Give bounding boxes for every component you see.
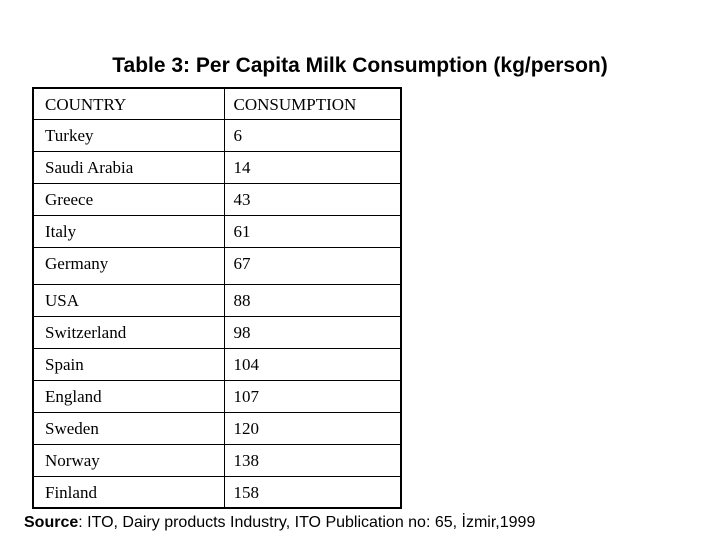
country-cell: Turkey	[32, 118, 225, 152]
consumption-cell: 120	[223, 411, 402, 445]
consumption-cell: 88	[223, 283, 402, 317]
table-header-row: COUNTRY CONSUMPTION	[32, 87, 402, 120]
country-cell: Switzerland	[32, 315, 225, 349]
table-row: Italy 61	[32, 214, 402, 248]
consumption-cell: 107	[223, 379, 402, 413]
table-body: Turkey 6 Saudi Arabia 14 Greece 43 Italy 61 Germ…	[32, 118, 402, 509]
column-header-country: COUNTRY	[32, 87, 225, 120]
milk-consumption-table: COUNTRY CONSUMPTION Turkey 6 Saudi Arabia 1…	[32, 87, 402, 509]
country-cell: Norway	[32, 443, 225, 477]
table-row: Switzerland 98	[32, 315, 402, 349]
consumption-cell: 14	[223, 150, 402, 184]
country-cell: Finland	[32, 475, 225, 509]
consumption-cell: 61	[223, 214, 402, 248]
table-row: England 107	[32, 379, 402, 413]
table-row: Norway 138	[32, 443, 402, 477]
consumption-cell: 43	[223, 182, 402, 216]
table-row: Spain 104	[32, 347, 402, 381]
country-cell: Italy	[32, 214, 225, 248]
source-label: Source	[24, 514, 79, 531]
country-cell: Greece	[32, 182, 225, 216]
table-row: USA 88	[32, 283, 402, 317]
consumption-cell: 67	[223, 246, 402, 285]
table-row: Turkey 6	[32, 118, 402, 152]
country-cell: Spain	[32, 347, 225, 381]
consumption-cell: 6	[223, 118, 402, 152]
table-row: Greece 43	[32, 182, 402, 216]
table-row: Sweden 120	[32, 411, 402, 445]
column-header-consumption: CONSUMPTION	[223, 87, 402, 120]
country-cell: Sweden	[32, 411, 225, 445]
table-row: Saudi Arabia 14	[32, 150, 402, 184]
table-header: COUNTRY CONSUMPTION	[32, 87, 402, 120]
country-cell: England	[32, 379, 225, 413]
table-row: Finland 158	[32, 475, 402, 509]
source-text: : ITO, Dairy products Industry, ITO Publ…	[78, 514, 536, 531]
consumption-cell: 98	[223, 315, 402, 349]
country-cell: Germany	[32, 246, 225, 285]
country-cell: Saudi Arabia	[32, 150, 225, 184]
consumption-cell: 138	[223, 443, 402, 477]
consumption-cell: 104	[223, 347, 402, 381]
page-title: Table 3: Per Capita Milk Consumption (kg…	[112, 54, 608, 77]
consumption-cell: 158	[223, 475, 402, 509]
table-row: Germany 67	[32, 246, 402, 285]
country-cell: USA	[32, 283, 225, 317]
source-line: Source: ITO, Dairy products Industry, IT…	[24, 514, 535, 532]
